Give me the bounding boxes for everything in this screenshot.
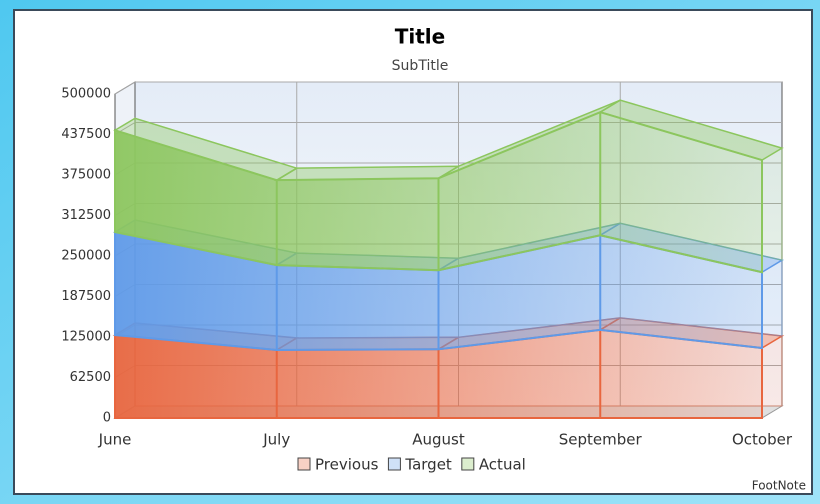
y-tick-label: 250000 [61, 249, 111, 264]
legend-label: Target [404, 456, 452, 474]
y-tick-label: 125000 [61, 330, 111, 345]
grid-line [114, 81, 782, 95]
legend-swatch [387, 457, 401, 471]
legend-swatch [461, 457, 475, 471]
x-tick-label: September [559, 431, 643, 449]
x-tick-label: July [262, 431, 290, 449]
y-tick-label: 0 [103, 411, 111, 426]
x-tick-label: October [732, 431, 793, 449]
y-tick-label: 62500 [70, 370, 111, 385]
x-tick-label: August [412, 431, 465, 449]
chart-subtitle: SubTitle [392, 58, 449, 74]
y-tick-label: 500000 [61, 87, 111, 102]
legend-swatch [297, 457, 311, 471]
footnote: FootNote [752, 479, 806, 493]
legend-label: Actual [479, 456, 526, 474]
chart-title: Title [395, 25, 445, 49]
x-tick-label: June [98, 431, 132, 449]
y-tick-label: 312500 [61, 208, 111, 223]
legend-label: Previous [315, 456, 379, 474]
y-tick-label: 375000 [61, 168, 111, 183]
legend: Previous Target Actual [297, 456, 526, 474]
y-tick-label: 187500 [61, 289, 111, 304]
y-tick-label: 437500 [61, 127, 111, 142]
